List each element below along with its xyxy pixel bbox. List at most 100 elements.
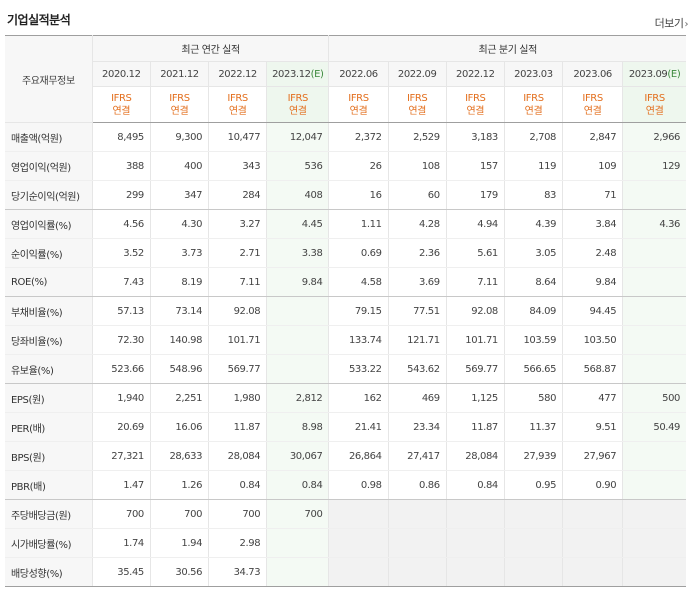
row-label: 유보율(%) — [5, 354, 93, 384]
accounting-standard: IFRS 연결 — [388, 86, 447, 123]
value-cell: 84.09 — [504, 296, 564, 326]
group-quarterly-header: 최근 분기 실적 — [328, 35, 686, 62]
standard-ifrs: IFRS — [406, 92, 428, 104]
accounting-standard: IFRS 연결 — [562, 86, 624, 123]
value-cell: 3.38 — [266, 238, 330, 268]
value-cell — [446, 557, 505, 587]
period-header: 2021.12 — [150, 61, 210, 87]
table-row: 시가배당률(%) 1.74 1.94 2.98 — [5, 528, 686, 558]
accounting-standard: IFRS 연결 — [622, 86, 686, 123]
value-cell: 5.61 — [446, 238, 505, 268]
value-cell: 4.56 — [92, 209, 151, 239]
value-cell: 26,864 — [328, 441, 389, 471]
value-cell: 1.26 — [150, 470, 210, 500]
value-cell — [266, 325, 330, 355]
value-cell: 3.69 — [388, 267, 447, 297]
value-cell: 30.56 — [150, 557, 210, 587]
standard-consolidated: 연결 — [170, 105, 189, 117]
row-label: EPS(원) — [5, 383, 93, 413]
more-label: 더보기 — [654, 17, 684, 30]
value-cell: 11.37 — [504, 412, 564, 442]
value-cell: 0.84 — [208, 470, 268, 500]
standard-consolidated: 연결 — [349, 105, 368, 117]
table-body: 매출액(억원) 8,495 9,300 10,477 12,047 2,372 2,529 3… — [5, 122, 686, 587]
value-cell: 108 — [388, 151, 447, 181]
value-cell: 299 — [92, 180, 151, 210]
value-cell — [266, 296, 330, 326]
value-cell: 140.98 — [150, 325, 210, 355]
value-cell: 0.95 — [504, 470, 564, 500]
value-cell: 60 — [388, 180, 447, 210]
value-cell: 35.45 — [92, 557, 151, 587]
section-header: 기업실적분석 더보기› — [0, 0, 697, 36]
value-cell: 2,847 — [562, 122, 624, 152]
value-cell: 9.84 — [266, 267, 330, 297]
value-cell: 8,495 — [92, 122, 151, 152]
period-label: 2022.06 — [339, 68, 378, 80]
table-row: 영업이익률(%) 4.56 4.30 3.27 4.45 1.11 4.28 4.94 4.39… — [5, 209, 686, 239]
value-cell: 2,708 — [504, 122, 564, 152]
value-cell: 0.84 — [266, 470, 330, 500]
value-cell: 4.45 — [266, 209, 330, 239]
value-cell: 2.36 — [388, 238, 447, 268]
standard-ifrs: IFRS — [465, 92, 486, 104]
value-cell — [622, 325, 686, 355]
value-cell: 101.71 — [208, 325, 268, 355]
value-cell: 103.59 — [504, 325, 564, 355]
value-cell: 27,939 — [504, 441, 564, 471]
table-row: PBR(배) 1.47 1.26 0.84 0.84 0.98 0.86 0.84 0.95 0.… — [5, 470, 686, 500]
value-cell: 1,940 — [92, 383, 151, 413]
row-label: 주당배당금(원) — [5, 499, 93, 529]
value-cell — [504, 528, 564, 558]
more-link[interactable]: 더보기› — [654, 15, 689, 31]
value-cell: 8.98 — [266, 412, 330, 442]
standard-consolidated: 연결 — [645, 105, 664, 117]
value-cell: 0.98 — [328, 470, 389, 500]
value-cell: 569.77 — [446, 354, 505, 384]
period-header: 2023.03 — [504, 61, 564, 87]
table-row: 영업이익(억원) 388 400 343 536 26 108 157 119 109 129 — [5, 151, 686, 181]
value-cell: 469 — [388, 383, 447, 413]
row-label: ROE(%) — [5, 267, 93, 297]
value-cell: 34.73 — [208, 557, 268, 587]
value-cell: 347 — [150, 180, 210, 210]
header-row-periods: 2020.12 2021.12 2022.12 2023.12(E) 2022.06 20… — [5, 61, 686, 87]
value-cell: 12,047 — [266, 122, 330, 152]
group-annual-header: 최근 연간 실적 — [92, 35, 330, 62]
value-cell: 1.11 — [328, 209, 389, 239]
accounting-standard: IFRS 연결 — [328, 86, 389, 123]
value-cell: 9.84 — [562, 267, 624, 297]
value-cell — [622, 238, 686, 268]
value-cell: 2,372 — [328, 122, 389, 152]
table-row: PER(배) 20.69 16.06 11.87 8.98 21.41 23.34 11.87… — [5, 412, 686, 442]
value-cell: 4.58 — [328, 267, 389, 297]
value-cell: 4.30 — [150, 209, 210, 239]
value-cell: 83 — [504, 180, 564, 210]
value-cell — [266, 557, 330, 587]
value-cell: 28,084 — [446, 441, 505, 471]
accounting-standard: IFRS 연결 — [446, 86, 505, 123]
value-cell: 9.51 — [562, 412, 624, 442]
value-cell: 700 — [92, 499, 151, 529]
value-cell: 569.77 — [208, 354, 268, 384]
value-cell: 548.96 — [150, 354, 210, 384]
value-cell: 27,321 — [92, 441, 151, 471]
value-cell — [388, 557, 447, 587]
period-label: 2021.12 — [160, 68, 199, 80]
accounting-standard: IFRS 연결 — [504, 86, 564, 123]
value-cell: 3.73 — [150, 238, 210, 268]
value-cell: 3.84 — [562, 209, 624, 239]
value-cell: 0.84 — [446, 470, 505, 500]
value-cell: 543.62 — [388, 354, 447, 384]
value-cell: 129 — [622, 151, 686, 181]
value-cell: 400 — [150, 151, 210, 181]
value-cell: 4.94 — [446, 209, 505, 239]
period-label: 2023.06 — [573, 68, 612, 80]
value-cell: 57.13 — [92, 296, 151, 326]
value-cell — [562, 499, 624, 529]
value-cell: 3,183 — [446, 122, 505, 152]
standard-ifrs: IFRS — [169, 92, 190, 104]
value-cell: 2.48 — [562, 238, 624, 268]
table-row: 당좌비율(%) 72.30 140.98 101.71 133.74 121.71 101.… — [5, 325, 686, 355]
row-label: BPS(원) — [5, 441, 93, 471]
